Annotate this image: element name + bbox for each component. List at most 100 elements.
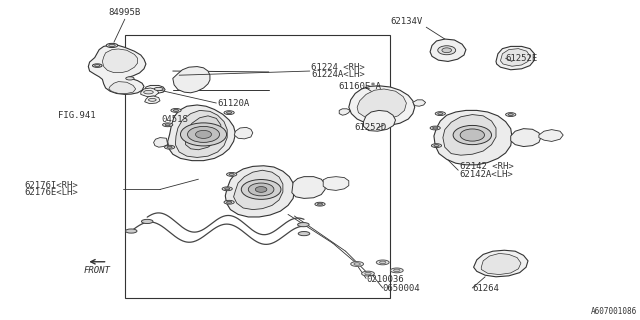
Ellipse shape: [241, 180, 281, 199]
Polygon shape: [349, 86, 415, 125]
Text: 61224 <RH>: 61224 <RH>: [311, 63, 365, 72]
Text: 62142 <RH>: 62142 <RH>: [460, 162, 513, 171]
Polygon shape: [145, 85, 165, 93]
Ellipse shape: [141, 220, 153, 223]
Ellipse shape: [433, 127, 438, 129]
Ellipse shape: [508, 114, 513, 116]
Ellipse shape: [227, 172, 237, 176]
Polygon shape: [145, 96, 160, 104]
Polygon shape: [413, 100, 426, 106]
Ellipse shape: [109, 44, 115, 46]
Text: 61224A<LH>: 61224A<LH>: [311, 70, 365, 79]
Text: 0210036: 0210036: [366, 275, 404, 284]
Polygon shape: [496, 46, 534, 70]
Polygon shape: [234, 170, 283, 210]
Ellipse shape: [376, 260, 389, 265]
Ellipse shape: [435, 112, 445, 116]
Ellipse shape: [165, 124, 170, 126]
Text: FIG.941: FIG.941: [58, 111, 95, 120]
Polygon shape: [109, 82, 136, 93]
Text: 0650004: 0650004: [382, 284, 420, 293]
Ellipse shape: [227, 112, 232, 114]
Polygon shape: [500, 49, 530, 66]
Text: 62142A<LH>: 62142A<LH>: [460, 170, 513, 179]
Ellipse shape: [224, 200, 234, 204]
Ellipse shape: [442, 48, 452, 52]
Ellipse shape: [126, 77, 134, 80]
Ellipse shape: [365, 272, 371, 275]
Ellipse shape: [173, 109, 179, 111]
Polygon shape: [357, 89, 406, 120]
Ellipse shape: [125, 229, 137, 233]
Ellipse shape: [298, 223, 309, 227]
Ellipse shape: [196, 130, 211, 138]
Ellipse shape: [227, 201, 232, 203]
Ellipse shape: [430, 126, 440, 130]
Polygon shape: [173, 67, 210, 93]
Ellipse shape: [164, 145, 175, 149]
Text: 61252E: 61252E: [506, 54, 538, 63]
Ellipse shape: [362, 271, 374, 276]
Text: 61120A: 61120A: [218, 99, 250, 108]
Ellipse shape: [95, 65, 100, 67]
Ellipse shape: [188, 126, 220, 142]
Ellipse shape: [93, 64, 102, 67]
Ellipse shape: [354, 263, 360, 265]
Polygon shape: [225, 166, 294, 217]
Ellipse shape: [248, 183, 274, 196]
Ellipse shape: [431, 144, 442, 148]
Polygon shape: [154, 138, 168, 147]
Ellipse shape: [225, 188, 230, 190]
Ellipse shape: [390, 268, 403, 273]
Ellipse shape: [167, 146, 172, 148]
Ellipse shape: [434, 145, 439, 147]
Text: 62134V: 62134V: [390, 17, 422, 26]
Polygon shape: [511, 129, 541, 147]
Polygon shape: [443, 115, 496, 155]
Polygon shape: [430, 39, 466, 61]
Polygon shape: [364, 110, 396, 131]
Ellipse shape: [222, 187, 232, 191]
Ellipse shape: [380, 261, 386, 264]
Ellipse shape: [229, 173, 234, 175]
Polygon shape: [339, 109, 350, 115]
Text: 61252D: 61252D: [354, 124, 386, 132]
Ellipse shape: [171, 108, 181, 112]
Ellipse shape: [317, 203, 323, 205]
Ellipse shape: [460, 129, 484, 141]
Bar: [125, 35, 390, 298]
Ellipse shape: [163, 123, 173, 127]
Text: A607001086: A607001086: [591, 307, 637, 316]
Text: 84995B: 84995B: [109, 8, 141, 17]
Ellipse shape: [154, 87, 163, 91]
Polygon shape: [474, 250, 528, 277]
Polygon shape: [175, 110, 227, 157]
Text: 62176E<LH>: 62176E<LH>: [24, 188, 78, 197]
Polygon shape: [88, 45, 146, 94]
Text: 61264: 61264: [472, 284, 499, 293]
Ellipse shape: [351, 262, 364, 266]
Polygon shape: [323, 177, 349, 190]
Ellipse shape: [298, 231, 310, 236]
Text: 61160E*A: 61160E*A: [338, 82, 381, 91]
Ellipse shape: [106, 43, 118, 47]
Polygon shape: [292, 177, 325, 198]
Polygon shape: [234, 127, 253, 139]
Polygon shape: [434, 110, 512, 165]
Ellipse shape: [224, 111, 234, 115]
Text: 0451S: 0451S: [161, 115, 188, 124]
Ellipse shape: [506, 113, 516, 116]
Ellipse shape: [315, 202, 325, 206]
Text: FRONT: FRONT: [84, 266, 111, 275]
Polygon shape: [141, 88, 159, 97]
Ellipse shape: [144, 91, 154, 94]
Ellipse shape: [453, 125, 492, 145]
Ellipse shape: [180, 123, 227, 146]
Ellipse shape: [255, 187, 267, 192]
Ellipse shape: [438, 46, 456, 55]
Text: 62176I<RH>: 62176I<RH>: [24, 181, 78, 190]
Polygon shape: [102, 49, 138, 73]
Polygon shape: [168, 105, 236, 161]
Polygon shape: [186, 116, 221, 150]
Polygon shape: [539, 130, 563, 141]
